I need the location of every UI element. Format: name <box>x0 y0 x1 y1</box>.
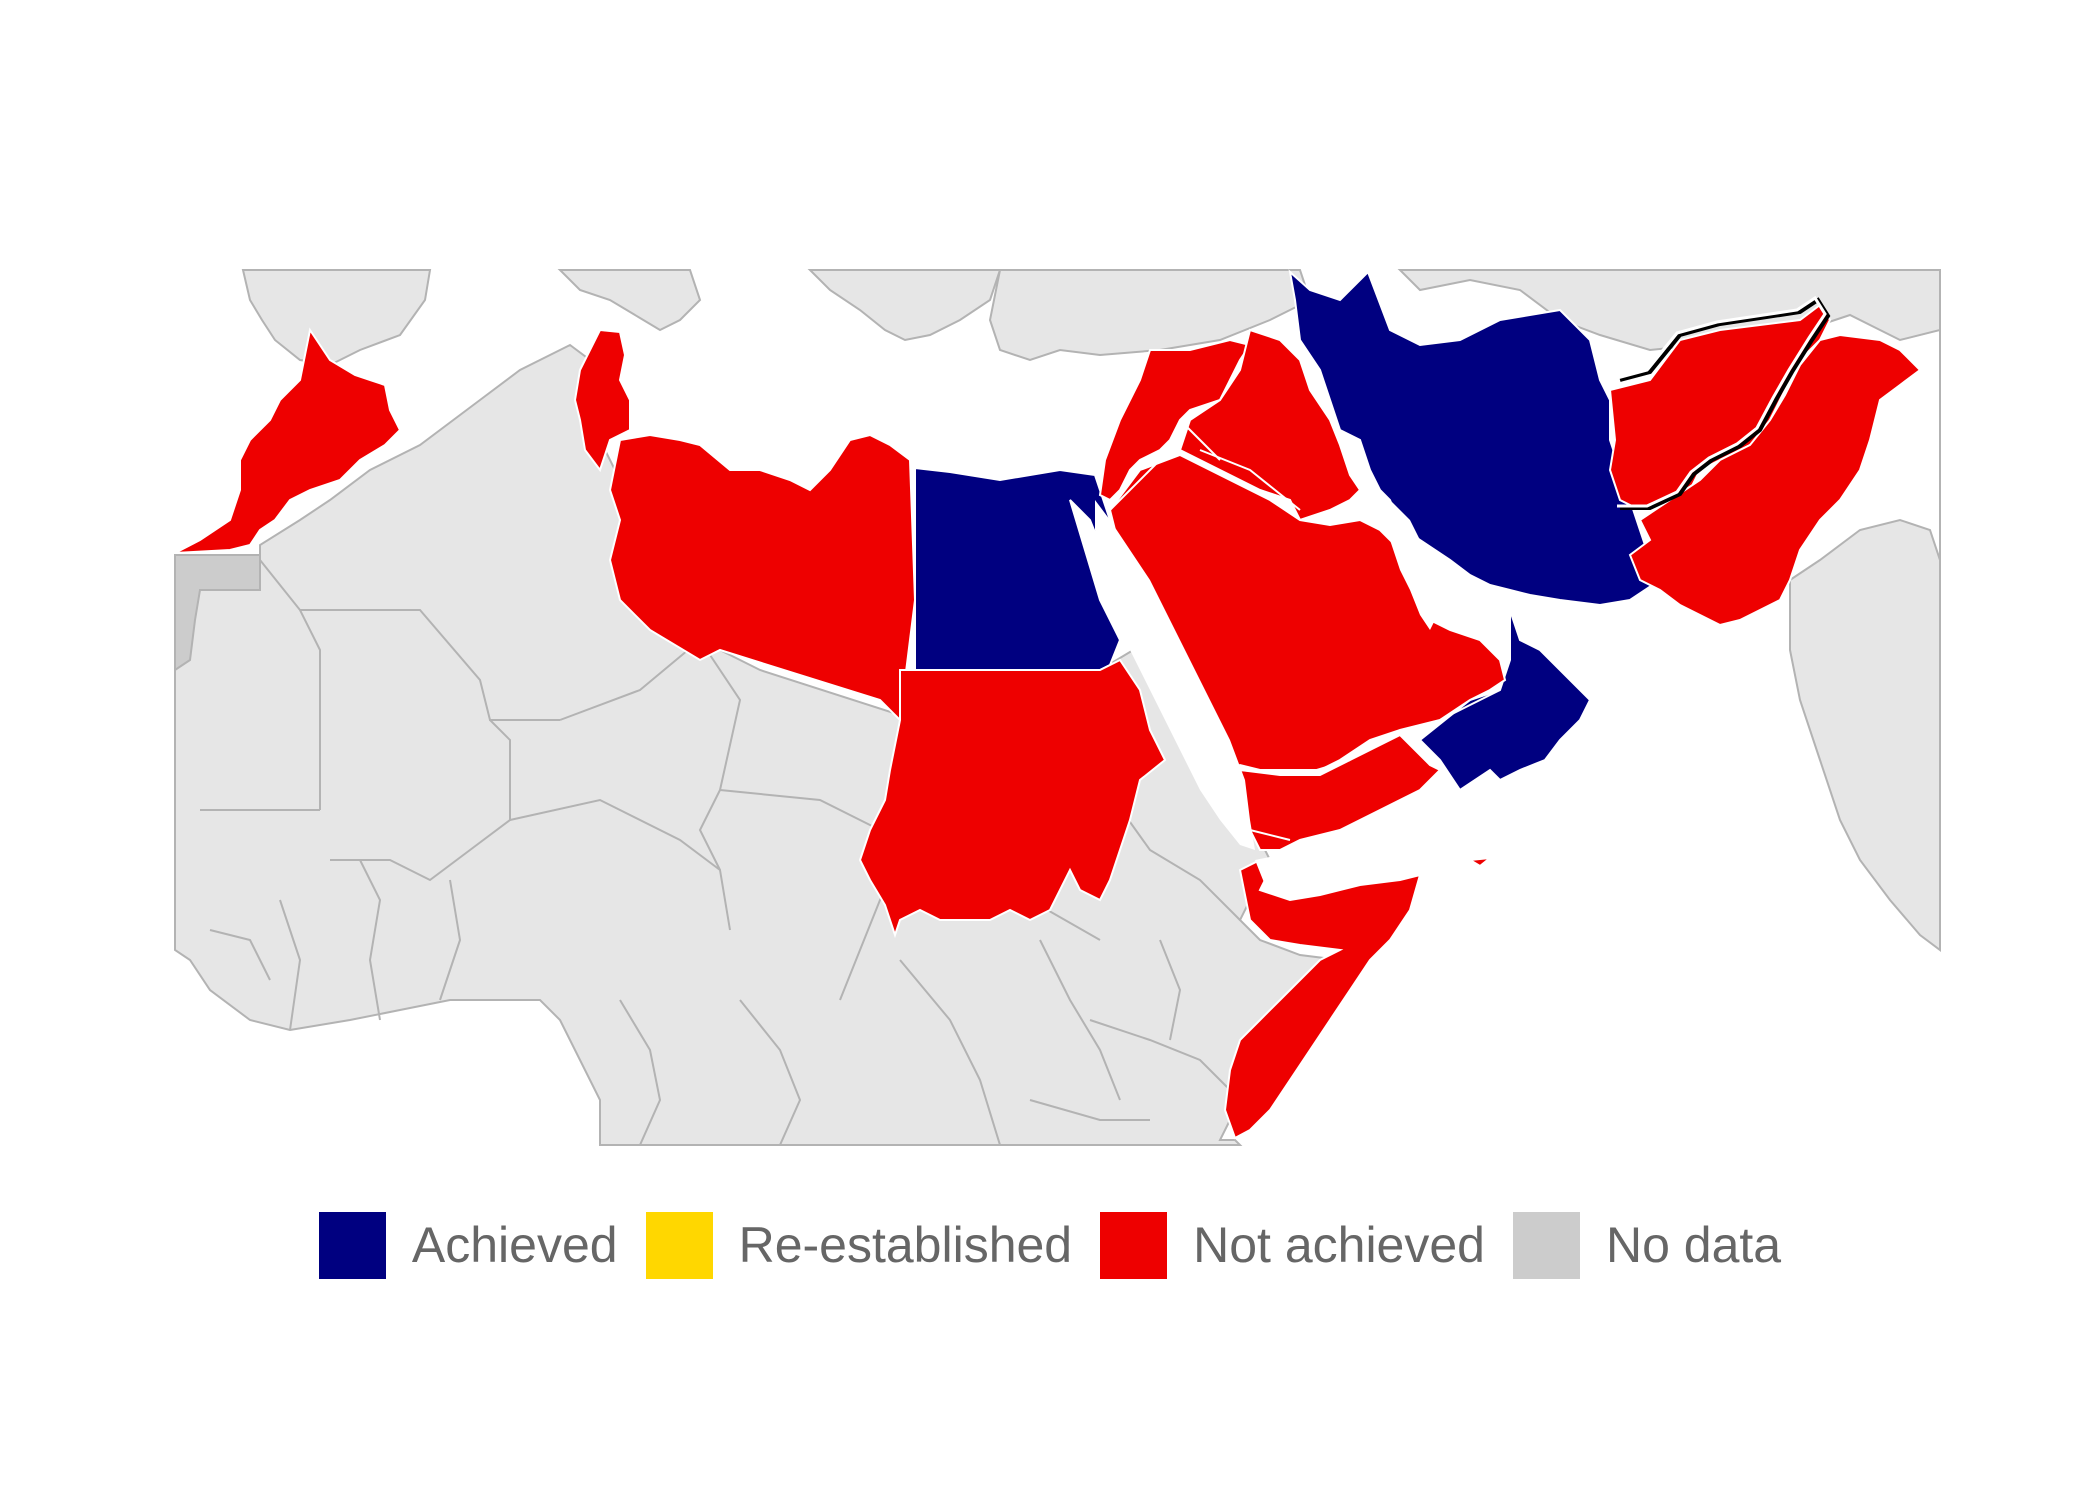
legend-label-achieved: Achieved <box>411 1217 618 1273</box>
country-iraq <box>1178 328 1362 522</box>
country-iran <box>1288 269 1662 607</box>
legend-item-not-achieved: Not achieved <box>1100 1211 1485 1279</box>
country-tunisia <box>573 328 631 473</box>
country-morocco <box>174 327 402 554</box>
legend-label-no-data: No data <box>1605 1217 1782 1273</box>
country-syria-lebanon-jordan <box>1098 338 1252 502</box>
islands-socotra <box>1466 856 1494 868</box>
country-libya <box>608 433 917 723</box>
legend-swatch-not-achieved <box>1100 1211 1168 1279</box>
disputed-border <box>1619 297 1831 510</box>
land-italy-balkans <box>557 269 1002 342</box>
gulf-of-aden <box>1255 825 1420 890</box>
red-sea <box>1095 500 1255 850</box>
legend-swatch-re-established <box>645 1211 713 1279</box>
legend-item-achieved: Achieved <box>318 1211 618 1279</box>
legend-item-no-data: No data <box>1512 1211 1782 1279</box>
legend-swatch-achieved <box>318 1211 386 1279</box>
legend: Achieved Re-established Not achieved No … <box>0 1200 2100 1290</box>
country-egypt <box>914 466 1122 671</box>
water-bodies <box>1095 495 1510 890</box>
disputed-border-outline <box>1616 295 1827 508</box>
country-pakistan <box>1628 333 1922 627</box>
achieved-countries <box>914 269 1662 792</box>
country-somalia-djibouti <box>1223 858 1422 1140</box>
legend-swatch-no-data <box>1512 1211 1580 1279</box>
country-sudan <box>858 658 1167 939</box>
legend-label-not-achieved: Not achieved <box>1193 1217 1485 1273</box>
legend-item-re-established: Re-established <box>645 1211 1073 1279</box>
background-land <box>174 269 1941 1146</box>
legend-label-re-established: Re-established <box>738 1217 1073 1273</box>
not-achieved-countries <box>174 303 1922 1140</box>
persian-gulf <box>1370 495 1510 630</box>
land-europe-west <box>241 269 432 367</box>
land-india <box>1789 518 1941 952</box>
country-yemen <box>1238 733 1442 851</box>
internal-borders <box>639 419 1501 841</box>
